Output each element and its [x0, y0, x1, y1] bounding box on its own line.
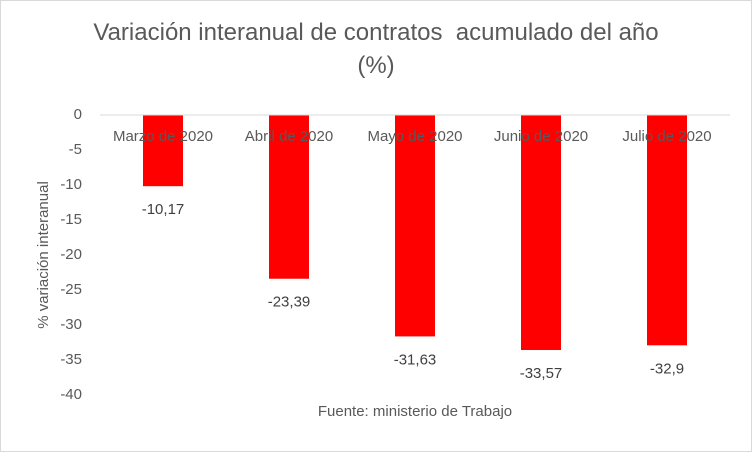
value-label: -32,9 [650, 360, 684, 377]
chart-title-box: Variación interanual de contratos acumul… [0, 16, 752, 82]
bar [269, 115, 309, 279]
bar [521, 115, 561, 350]
y-tick-label: 0 [74, 106, 82, 123]
value-label: -10,17 [142, 201, 185, 218]
x-tick-label: Junio de 2020 [494, 128, 588, 145]
y-axis-title: % variación interanual [35, 181, 52, 329]
value-label: -33,57 [520, 365, 563, 382]
y-tick-label: -25 [60, 281, 82, 298]
y-tick-label: -10 [60, 176, 82, 193]
value-label: -31,63 [394, 351, 437, 368]
y-tick-label: -30 [60, 316, 82, 333]
x-axis-title: Fuente: ministerio de Trabajo [318, 403, 512, 420]
chart-title: Variación interanual de contratos acumul… [93, 19, 666, 79]
x-tick-label: Abril de 2020 [245, 128, 333, 145]
y-tick-label: -40 [60, 386, 82, 403]
bar [395, 115, 435, 337]
y-tick-label: -20 [60, 246, 82, 263]
value-label: -23,39 [268, 294, 311, 311]
y-tick-label: -5 [69, 141, 82, 158]
y-tick-label: -35 [60, 351, 82, 368]
x-tick-label: Marzo de 2020 [113, 128, 213, 145]
x-tick-label: Mayo de 2020 [367, 128, 462, 145]
bar [143, 115, 183, 187]
y-tick-label: -15 [60, 211, 82, 228]
bar [647, 115, 687, 346]
x-tick-label: Julio de 2020 [622, 128, 711, 145]
